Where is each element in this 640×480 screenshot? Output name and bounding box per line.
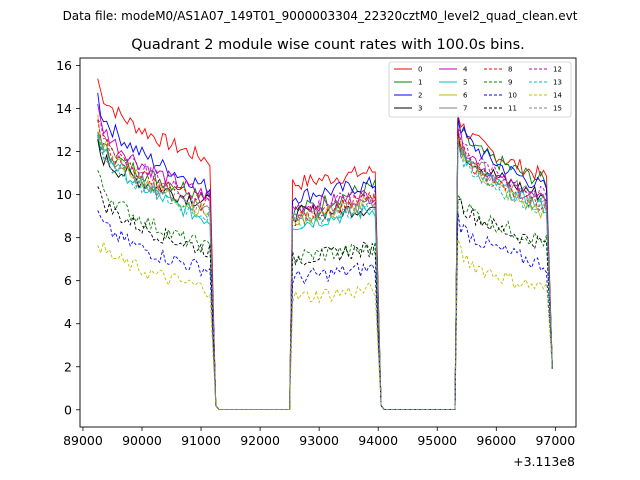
x-tick-label: 90000 [122,433,162,448]
legend-label-8: 8 [508,66,512,74]
legend-label-0: 0 [418,66,422,74]
legend-label-9: 9 [508,79,512,87]
series-line-8 [97,119,553,410]
y-tick-label: 8 [64,230,72,245]
legend-label-7: 7 [463,105,467,113]
legend-label-1: 1 [418,79,422,87]
legend-label-6: 6 [463,92,468,100]
y-tick-label: 0 [64,402,72,417]
series-line-9 [97,170,553,410]
axes-frame [79,57,577,428]
y-tick-label: 6 [64,273,72,288]
x-tick-label: 97000 [535,433,575,448]
y-tick-label: 12 [56,144,72,159]
x-tick-label: 92000 [240,433,280,448]
legend-label-15: 15 [553,105,562,113]
y-tick-label: 14 [56,101,72,116]
legend-label-12: 12 [553,66,562,74]
suptitle: Data file: modeM0/AS1A07_149T01_90000033… [63,9,578,23]
x-tick-label: 91000 [181,433,221,448]
x-tick-label: 93000 [299,433,339,448]
y-tick-label: 4 [64,316,72,331]
legend-label-4: 4 [463,66,468,74]
x-offset-label: +3.113e8 [513,454,575,469]
series-line-12 [97,119,553,410]
y-tick-label: 10 [56,187,72,202]
series-line-2 [97,92,553,410]
series-line-13 [97,137,553,410]
legend-label-3: 3 [418,105,422,113]
x-tick-label: 95000 [417,433,457,448]
x-tick-label: 89000 [63,433,103,448]
y-tick-label: 16 [56,58,72,73]
series-line-11 [97,186,553,410]
series-line-0 [97,78,553,410]
legend-box [388,61,572,118]
legend-label-13: 13 [553,79,562,87]
legend-label-5: 5 [463,79,467,87]
series-line-10 [97,210,553,410]
chart-title: Quadrant 2 module wise count rates with … [131,37,525,53]
x-tick-label: 94000 [358,433,398,448]
legend-label-10: 10 [508,92,517,100]
x-tick-label: 96000 [476,433,516,448]
series-line-15 [97,132,553,410]
legend-label-14: 14 [553,92,562,100]
y-axis: 0 2 4 6 8 10 12 14 16 [56,58,80,417]
series-line-14 [97,239,553,410]
legend-label-11: 11 [508,105,517,113]
legend-label-2: 2 [418,92,422,100]
plot-area [97,78,553,410]
x-axis: 89000 90000 91000 92000 93000 94000 95000 96000… [63,427,575,448]
y-tick-label: 2 [64,359,72,374]
